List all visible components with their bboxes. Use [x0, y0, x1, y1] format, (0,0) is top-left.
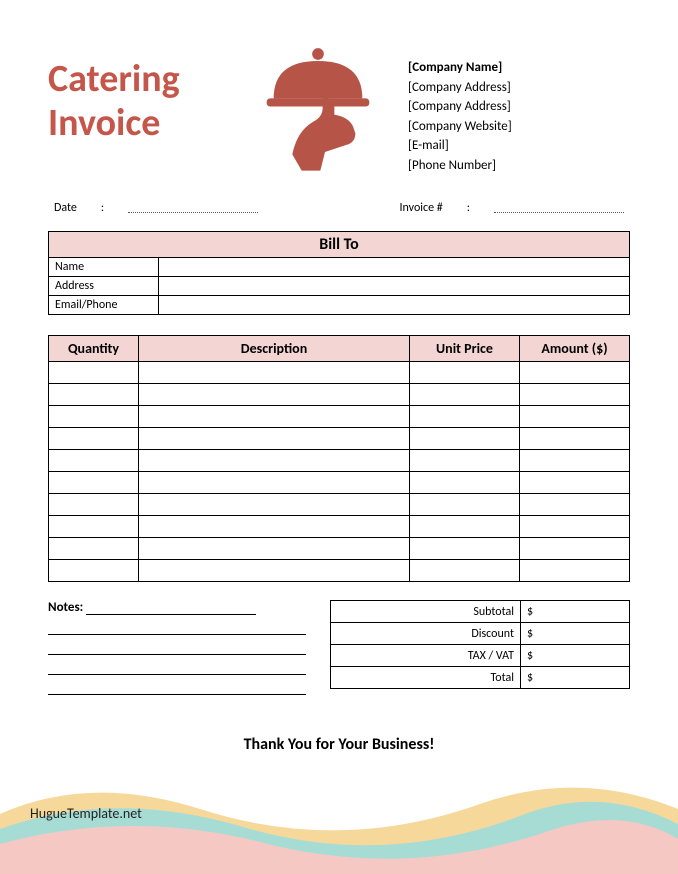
company-address-1: [Company Address]	[408, 78, 630, 98]
items-cell[interactable]	[520, 494, 630, 516]
items-cell[interactable]	[139, 494, 410, 516]
items-cell[interactable]	[139, 384, 410, 406]
bill-to-table: Bill To NameAddressEmail/Phone	[48, 231, 630, 315]
items-cell[interactable]	[520, 450, 630, 472]
items-cell[interactable]	[410, 450, 520, 472]
items-cell[interactable]	[520, 362, 630, 384]
items-cell[interactable]	[139, 428, 410, 450]
items-cell[interactable]	[520, 472, 630, 494]
items-cell[interactable]	[410, 406, 520, 428]
notes-line[interactable]	[48, 637, 306, 655]
company-address-2: [Company Address]	[408, 97, 630, 117]
items-cell[interactable]	[139, 560, 410, 582]
items-cell[interactable]	[49, 362, 139, 384]
items-cell[interactable]	[410, 472, 520, 494]
items-cell[interactable]	[139, 450, 410, 472]
items-cell[interactable]	[49, 384, 139, 406]
items-column-header: Unit Price	[410, 336, 520, 362]
document-title: Catering Invoice	[48, 40, 238, 145]
notes-line[interactable]	[48, 617, 306, 635]
items-cell[interactable]	[410, 560, 520, 582]
items-column-header: Quantity	[49, 336, 139, 362]
company-website: [Company Website]	[408, 117, 630, 137]
items-cell[interactable]	[139, 472, 410, 494]
totals-value[interactable]: $	[521, 645, 630, 667]
header: Catering Invoice [Company Name] [Company…	[48, 40, 630, 185]
totals-label: Discount	[331, 623, 521, 645]
invoice-number-label: Invoice #	[400, 201, 443, 215]
totals-label: TAX / VAT	[331, 645, 521, 667]
company-email: [E-mail]	[408, 136, 630, 156]
totals-value[interactable]: $	[521, 601, 630, 623]
items-cell[interactable]	[139, 516, 410, 538]
items-cell[interactable]	[520, 406, 630, 428]
items-column-header: Description	[139, 336, 410, 362]
items-cell[interactable]	[49, 428, 139, 450]
bill-to-row-label: Address	[49, 277, 159, 296]
title-line2: Invoice	[48, 100, 160, 146]
company-name: [Company Name]	[408, 58, 630, 78]
notes-line[interactable]	[48, 677, 306, 695]
totals-value[interactable]: $	[521, 667, 630, 689]
items-cell[interactable]	[410, 538, 520, 560]
notes-section: Notes:	[48, 600, 306, 695]
items-cell[interactable]	[410, 494, 520, 516]
bill-to-row-label: Email/Phone	[49, 296, 159, 315]
watermark-text: HugueTemplate.net	[30, 805, 142, 822]
company-info: [Company Name] [Company Address] [Compan…	[398, 40, 630, 175]
totals-label: Total	[331, 667, 521, 689]
notes-line[interactable]	[86, 601, 256, 615]
items-cell[interactable]	[139, 406, 410, 428]
totals-section: Subtotal$Discount$TAX / VAT$Total$	[330, 600, 630, 695]
items-cell[interactable]	[49, 560, 139, 582]
date-label: Date	[54, 201, 77, 215]
items-cell[interactable]	[520, 516, 630, 538]
notes-label: Notes:	[48, 600, 83, 615]
items-column-header: Amount ($)	[520, 336, 630, 362]
invoice-number-field[interactable]	[494, 203, 624, 213]
items-cell[interactable]	[520, 560, 630, 582]
items-cell[interactable]	[520, 384, 630, 406]
line-items-table: QuantityDescriptionUnit PriceAmount ($)	[48, 335, 630, 582]
thank-you-text: Thank You for Your Business!	[48, 735, 630, 754]
notes-line[interactable]	[48, 657, 306, 675]
items-cell[interactable]	[410, 516, 520, 538]
meta-row: Date : Invoice # :	[48, 201, 630, 225]
company-phone: [Phone Number]	[408, 156, 630, 176]
items-cell[interactable]	[49, 450, 139, 472]
items-cell[interactable]	[49, 494, 139, 516]
bill-to-row-value[interactable]	[159, 277, 630, 296]
catering-logo-icon	[238, 40, 398, 185]
totals-value[interactable]: $	[521, 623, 630, 645]
items-cell[interactable]	[49, 538, 139, 560]
totals-label: Subtotal	[331, 601, 521, 623]
items-cell[interactable]	[49, 516, 139, 538]
bill-to-header: Bill To	[49, 232, 630, 258]
items-cell[interactable]	[139, 538, 410, 560]
items-cell[interactable]	[410, 428, 520, 450]
title-line1: Catering	[48, 56, 180, 102]
date-field[interactable]	[128, 203, 258, 213]
items-cell[interactable]	[139, 362, 410, 384]
bill-to-row-label: Name	[49, 258, 159, 277]
bill-to-row-value[interactable]	[159, 296, 630, 315]
items-cell[interactable]	[520, 428, 630, 450]
items-cell[interactable]	[49, 406, 139, 428]
items-cell[interactable]	[410, 362, 520, 384]
items-cell[interactable]	[520, 538, 630, 560]
bill-to-row-value[interactable]	[159, 258, 630, 277]
items-cell[interactable]	[410, 384, 520, 406]
items-cell[interactable]	[49, 472, 139, 494]
